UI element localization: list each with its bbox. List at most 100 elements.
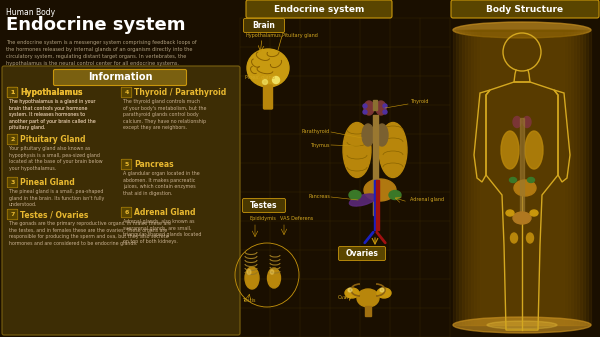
Text: 1: 1 xyxy=(10,90,14,95)
Bar xyxy=(373,100,377,110)
Text: Ovaries: Ovaries xyxy=(346,249,379,258)
FancyBboxPatch shape xyxy=(338,246,386,261)
Ellipse shape xyxy=(487,321,557,329)
FancyBboxPatch shape xyxy=(263,85,272,109)
Text: Adrenal glands, also known as
suprarenal glands, are small,
triangular-shaped gl: Adrenal glands, also known as suprarenal… xyxy=(123,219,202,244)
Circle shape xyxy=(380,288,384,292)
Ellipse shape xyxy=(343,123,371,178)
Text: Adrenal gland: Adrenal gland xyxy=(410,197,444,203)
Bar xyxy=(462,30,582,325)
Ellipse shape xyxy=(349,190,361,200)
Text: The hypothalamus is a gland in your
brain that controls your hormone
system. It : The hypothalamus is a gland in your brai… xyxy=(9,99,96,130)
Text: Testes / Ovaries: Testes / Ovaries xyxy=(20,210,88,219)
Text: The endocrine system is a messenger system comprising feedback loops of
the horm: The endocrine system is a messenger syst… xyxy=(6,40,197,66)
Text: The gonads are the primary reproductive organs. In males these are
the testes, a: The gonads are the primary reproductive … xyxy=(9,221,171,246)
Ellipse shape xyxy=(525,131,543,169)
Text: Hypothalamus: Hypothalamus xyxy=(20,88,83,97)
Ellipse shape xyxy=(247,270,251,275)
Bar xyxy=(456,30,588,325)
Ellipse shape xyxy=(376,124,388,146)
Text: The thyroid gland controls much
of your body's metabolism, but the
parathyroid g: The thyroid gland controls much of your … xyxy=(123,99,206,130)
Bar xyxy=(471,30,573,325)
FancyBboxPatch shape xyxy=(121,159,132,170)
Text: Body Structure: Body Structure xyxy=(487,4,563,13)
Ellipse shape xyxy=(530,210,538,216)
Text: VAS Deferens: VAS Deferens xyxy=(280,216,313,221)
Ellipse shape xyxy=(270,270,274,274)
FancyBboxPatch shape xyxy=(2,66,240,335)
Text: 4: 4 xyxy=(124,90,128,95)
FancyBboxPatch shape xyxy=(7,87,18,98)
Bar xyxy=(373,180,377,230)
Text: Hypothalamus: Hypothalamus xyxy=(245,33,281,38)
Ellipse shape xyxy=(513,212,531,224)
Bar xyxy=(474,30,570,325)
Text: Pineal gland: Pineal gland xyxy=(245,75,275,81)
Ellipse shape xyxy=(379,123,407,178)
Circle shape xyxy=(383,104,387,108)
FancyBboxPatch shape xyxy=(246,0,392,18)
Ellipse shape xyxy=(513,117,521,127)
Bar xyxy=(453,30,591,325)
Text: Testes: Testes xyxy=(250,201,278,210)
Bar xyxy=(365,306,371,316)
Text: 5: 5 xyxy=(124,162,128,167)
Text: 2: 2 xyxy=(10,137,14,142)
Text: Testis: Testis xyxy=(242,299,256,304)
Text: Thyroid / Parathyroid: Thyroid / Parathyroid xyxy=(134,88,226,97)
Text: 7: 7 xyxy=(10,212,14,217)
Circle shape xyxy=(383,110,387,114)
Ellipse shape xyxy=(364,101,374,115)
FancyBboxPatch shape xyxy=(121,87,132,98)
Ellipse shape xyxy=(376,101,386,115)
FancyBboxPatch shape xyxy=(451,0,599,18)
Ellipse shape xyxy=(364,179,396,201)
Text: Brain: Brain xyxy=(253,21,275,30)
Text: 3: 3 xyxy=(10,180,14,185)
Ellipse shape xyxy=(345,288,359,298)
Text: The pineal gland is a small, pea-shaped
gland in the brain. Its function isn't f: The pineal gland is a small, pea-shaped … xyxy=(9,189,104,207)
Text: Endocrine system: Endocrine system xyxy=(6,16,185,34)
Bar xyxy=(373,115,377,215)
Bar xyxy=(477,30,567,325)
FancyBboxPatch shape xyxy=(242,198,286,213)
Ellipse shape xyxy=(377,288,391,298)
Ellipse shape xyxy=(506,210,514,216)
Ellipse shape xyxy=(362,124,374,146)
Ellipse shape xyxy=(523,117,531,127)
Bar xyxy=(468,30,576,325)
Circle shape xyxy=(263,80,268,85)
Text: Thymus: Thymus xyxy=(311,143,330,148)
Ellipse shape xyxy=(268,268,281,288)
Text: Pancreas: Pancreas xyxy=(308,194,330,200)
Text: Thyroid: Thyroid xyxy=(410,99,428,104)
Circle shape xyxy=(363,104,367,108)
Text: Epididymis: Epididymis xyxy=(249,216,276,221)
Ellipse shape xyxy=(511,233,517,243)
Text: Information: Information xyxy=(88,72,152,83)
Text: Ovary: Ovary xyxy=(338,296,353,301)
FancyArrowPatch shape xyxy=(365,232,373,243)
Bar xyxy=(480,30,564,325)
Ellipse shape xyxy=(527,233,533,243)
FancyBboxPatch shape xyxy=(7,134,18,145)
Bar xyxy=(465,30,579,325)
FancyBboxPatch shape xyxy=(7,87,18,98)
Ellipse shape xyxy=(247,49,289,87)
Text: Your pituitary gland also known as
hypophysis is a small, pea-sized gland
locate: Your pituitary gland also known as hypop… xyxy=(9,146,103,171)
Ellipse shape xyxy=(509,178,517,183)
Text: Pineal Gland: Pineal Gland xyxy=(20,178,75,187)
Text: Pancreas: Pancreas xyxy=(134,160,173,169)
Ellipse shape xyxy=(501,131,519,169)
Bar xyxy=(376,180,379,230)
Ellipse shape xyxy=(453,317,591,333)
Text: Pituitary Gland: Pituitary Gland xyxy=(20,135,86,144)
Text: Hypothalamus: Hypothalamus xyxy=(20,88,83,97)
FancyArrowPatch shape xyxy=(377,232,385,243)
Text: Parathyroid: Parathyroid xyxy=(302,129,330,134)
Bar xyxy=(520,118,524,213)
Circle shape xyxy=(348,288,352,292)
Text: Pituitary gland: Pituitary gland xyxy=(282,33,318,38)
Text: Human Body: Human Body xyxy=(6,8,55,17)
Text: A glandular organ located in the
abdomen. It makes pancreatic
juices, which cont: A glandular organ located in the abdomen… xyxy=(123,171,200,196)
